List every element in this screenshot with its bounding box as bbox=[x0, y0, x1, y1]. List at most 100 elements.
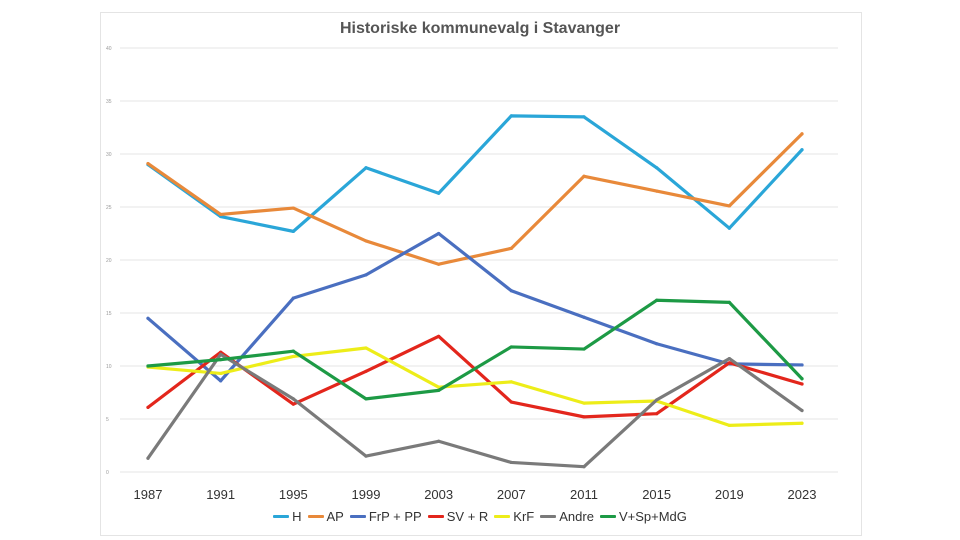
data-point bbox=[727, 361, 731, 365]
data-point bbox=[800, 363, 804, 367]
data-point bbox=[364, 346, 368, 350]
legend-label: H bbox=[292, 509, 302, 524]
data-point bbox=[437, 191, 441, 195]
data-point bbox=[655, 189, 659, 193]
data-point bbox=[509, 246, 513, 250]
legend-swatch bbox=[273, 515, 290, 518]
x-tick-label: 2003 bbox=[424, 487, 453, 502]
data-point bbox=[364, 369, 368, 373]
data-point bbox=[219, 352, 223, 356]
series-line-h bbox=[146, 114, 804, 233]
data-point bbox=[219, 371, 223, 376]
data-point bbox=[291, 354, 295, 359]
data-point bbox=[582, 415, 586, 419]
data-point bbox=[291, 229, 295, 233]
data-point bbox=[582, 465, 586, 469]
data-point bbox=[800, 148, 804, 152]
x-tick-label: 2011 bbox=[570, 487, 598, 502]
data-point bbox=[655, 412, 659, 416]
legend-label: SV + R bbox=[446, 509, 489, 524]
data-point bbox=[437, 385, 441, 389]
data-point bbox=[509, 114, 513, 118]
data-point bbox=[364, 454, 368, 458]
data-point bbox=[291, 206, 295, 210]
data-point bbox=[655, 398, 659, 402]
series-line-frp-pp bbox=[146, 231, 804, 383]
y-tick-label: 25 bbox=[106, 205, 112, 211]
y-tick-label: 35 bbox=[106, 99, 112, 105]
data-point bbox=[291, 402, 295, 406]
data-point bbox=[364, 397, 368, 401]
data-point bbox=[146, 316, 150, 320]
data-point bbox=[800, 421, 804, 425]
data-point bbox=[509, 400, 513, 404]
data-point bbox=[146, 405, 150, 409]
y-tick-label: 15 bbox=[106, 311, 112, 317]
y-tick-label: 20 bbox=[106, 258, 112, 264]
data-point bbox=[219, 358, 223, 362]
data-point bbox=[582, 401, 586, 405]
data-point bbox=[727, 226, 731, 230]
legend-swatch bbox=[427, 515, 444, 518]
legend-label: V+Sp+MdG bbox=[618, 509, 687, 524]
data-point bbox=[437, 334, 441, 338]
data-point bbox=[509, 380, 513, 384]
data-point bbox=[291, 296, 295, 300]
data-point bbox=[655, 298, 659, 302]
data-point bbox=[582, 115, 586, 119]
data-point bbox=[437, 388, 441, 392]
x-tick-label: 1999 bbox=[352, 487, 381, 502]
legend-item: AP bbox=[307, 509, 344, 524]
legend-swatch bbox=[494, 515, 511, 518]
data-point bbox=[582, 315, 586, 319]
data-point bbox=[291, 397, 295, 401]
legend-label: KrF bbox=[513, 509, 535, 524]
legend-swatch bbox=[599, 515, 616, 518]
data-point bbox=[800, 382, 804, 386]
y-tick-label: 10 bbox=[106, 364, 112, 370]
legend-item: Andre bbox=[540, 509, 594, 524]
chart-frame bbox=[100, 12, 862, 536]
y-tick-label: 40 bbox=[106, 46, 112, 52]
legend-item: SV + R bbox=[427, 509, 489, 524]
x-tick-label: 2015 bbox=[642, 487, 671, 502]
data-point bbox=[655, 342, 659, 346]
data-point bbox=[219, 379, 223, 383]
data-point bbox=[582, 174, 586, 178]
x-tick-label: 2023 bbox=[788, 487, 817, 502]
legend-swatch bbox=[307, 515, 324, 518]
y-tick-label: 30 bbox=[106, 152, 112, 158]
data-point bbox=[437, 262, 441, 266]
x-tick-label: 1995 bbox=[279, 487, 308, 502]
series-line-krf bbox=[146, 346, 804, 427]
x-tick-label: 1987 bbox=[134, 487, 163, 502]
data-point bbox=[219, 212, 223, 217]
series-line-v-sp-mdg bbox=[146, 298, 804, 401]
data-point bbox=[800, 377, 804, 381]
data-point bbox=[727, 300, 731, 304]
legend-swatch bbox=[540, 515, 557, 518]
legend-item: H bbox=[273, 509, 302, 524]
x-tick-label: 1991 bbox=[206, 487, 235, 502]
data-point bbox=[146, 364, 150, 368]
legend-item: FrP + PP bbox=[349, 509, 422, 524]
data-point bbox=[727, 356, 731, 361]
data-point bbox=[800, 132, 804, 136]
data-point bbox=[509, 345, 513, 349]
legend-swatch bbox=[349, 515, 366, 518]
data-point bbox=[509, 460, 513, 465]
data-point bbox=[364, 239, 368, 243]
legend-item: V+Sp+MdG bbox=[599, 509, 687, 524]
data-point bbox=[364, 273, 368, 277]
data-point bbox=[655, 166, 659, 170]
data-point bbox=[437, 231, 441, 236]
data-point bbox=[146, 161, 150, 166]
data-point bbox=[800, 408, 804, 413]
y-tick-label: 5 bbox=[106, 417, 109, 423]
x-tick-label: 2019 bbox=[715, 487, 744, 502]
data-point bbox=[727, 423, 731, 427]
series-line-andre bbox=[146, 352, 804, 469]
data-point bbox=[146, 456, 150, 460]
data-point bbox=[437, 439, 441, 443]
